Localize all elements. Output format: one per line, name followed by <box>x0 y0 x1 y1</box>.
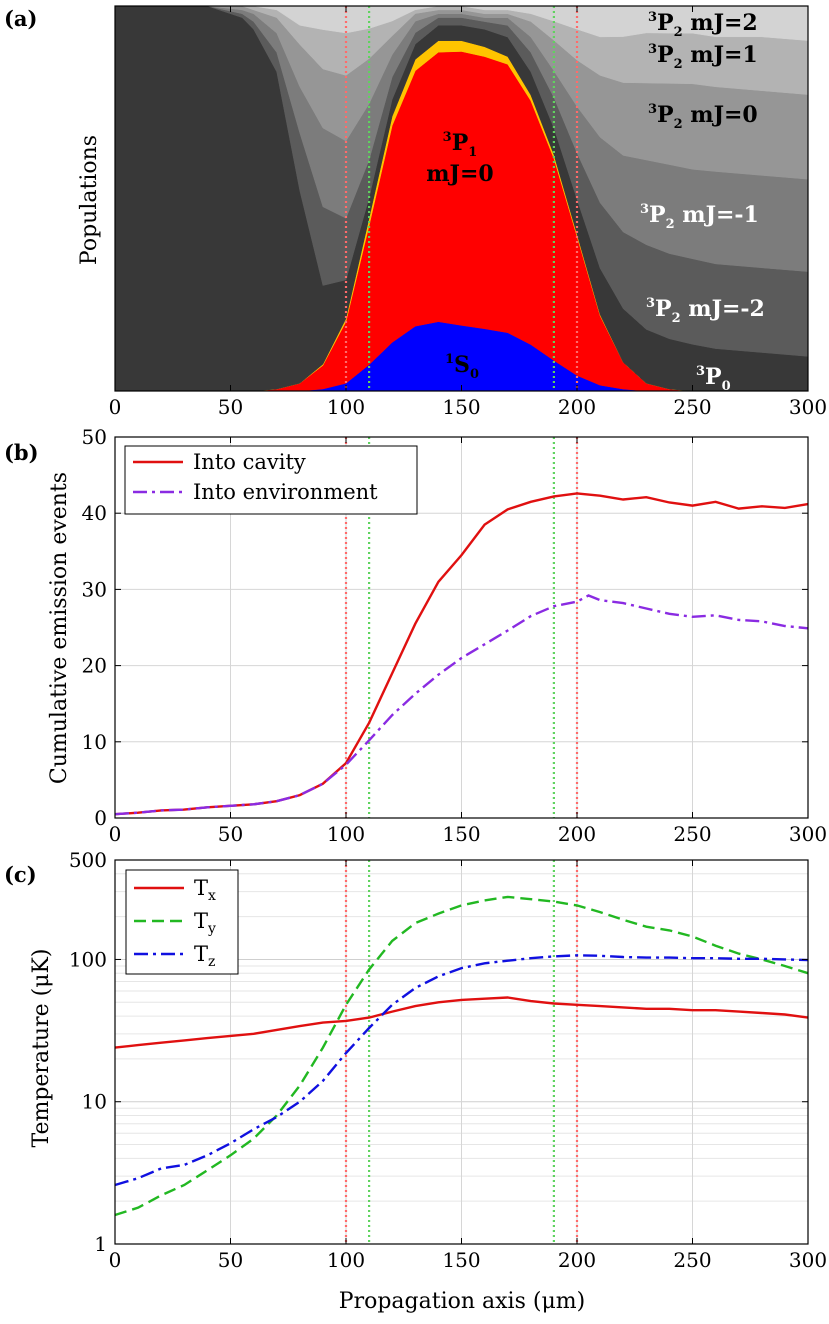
panel-b-xtick-label-1: 50 <box>218 822 243 846</box>
panel-c-ytick-label-1: 10 <box>82 1090 107 1114</box>
state-label-3p1-mj-0: 3P1 mJ=0 <box>426 130 493 187</box>
panel-b-frame <box>114 436 809 819</box>
panel-b-ytick-label-0: 0 <box>94 806 107 830</box>
panel-b-vlines <box>344 437 579 818</box>
panel-a-label: (a) <box>4 6 37 31</box>
panel-b-xtick-label-0: 0 <box>109 822 122 846</box>
panel-c-xtick-label-3: 150 <box>442 1248 480 1272</box>
panel-c-ytick-label-0: 1 <box>94 1232 107 1256</box>
panel-c-ylabel: Temperature (μK) <box>29 948 54 1147</box>
panel-b-ytick-label-1: 10 <box>82 730 107 754</box>
panel-c-xtick-label-0: 0 <box>109 1248 122 1272</box>
panel-b-xtick-label-6: 300 <box>789 822 827 846</box>
panel-a-xtick-label-2: 100 <box>327 395 365 419</box>
panel-b-ytick-label-4: 40 <box>82 501 107 525</box>
panel-c-frame <box>114 859 809 1245</box>
series-line-tz <box>114 954 809 1187</box>
panel-a-xtick-label-4: 200 <box>558 395 596 419</box>
panel-a-xtick-label-0: 0 <box>109 395 122 419</box>
panel-c-xlabel: Propagation axis (μm) <box>339 1289 585 1314</box>
legend-label-1: Ty <box>194 909 216 937</box>
panel-b-xtick-label-3: 150 <box>442 822 480 846</box>
panel-c-series <box>114 895 809 1217</box>
panel-c-legend: Tx Ty Tz <box>125 869 239 975</box>
panel-b-ytick-label-2: 20 <box>82 654 107 678</box>
state-label-3p0: 3P0 <box>696 364 731 394</box>
panel-a-areas <box>114 5 809 392</box>
panel-c-grid <box>114 859 809 1245</box>
panel-b: (b) Cumulative emission events 0 50 100 150… <box>4 425 827 846</box>
panel-c-xtick-label-4: 200 <box>558 1248 596 1272</box>
panel-a-ylabel: Populations <box>77 135 102 265</box>
state-label-3p2-mj-2: 3P2 mJ=2 <box>648 10 758 40</box>
legend-label-0: Into cavity <box>193 450 306 474</box>
panel-b-xtick-label-2: 100 <box>327 822 365 846</box>
panel-c-xtick-label-1: 50 <box>218 1248 243 1272</box>
legend-label-1: Into environment <box>193 480 378 504</box>
state-label-3p2-mj-1: 3P2 mJ=-1 <box>640 202 759 232</box>
legend-box <box>124 445 418 515</box>
panel-c-xtick-label-2: 100 <box>327 1248 365 1272</box>
series-line-tx <box>114 996 809 1049</box>
panel-b-xtick-label-5: 250 <box>673 822 711 846</box>
panel-a-xtick-label-6: 300 <box>789 395 827 419</box>
legend-label-0: Tx <box>194 876 216 904</box>
panel-b-axes: 0 50 100 150 200 250 300 0 10 20 30 40 50 <box>82 425 828 846</box>
panel-b-series <box>114 492 809 816</box>
series-line-ty <box>114 895 809 1217</box>
panel-c-axes: 0 50 100 150 200 250 300 1 10 100 500 <box>69 848 827 1272</box>
panel-c-ytick-label-2: 100 <box>69 947 107 971</box>
panel-c-label: (c) <box>4 862 37 887</box>
panel-b-ytick-label-3: 30 <box>82 577 107 601</box>
panel-a-vlines <box>344 6 579 391</box>
state-label-1s0: 1S0 <box>445 352 479 382</box>
panel-a: (a) Populations 1S0 3P1 mJ=0 3P0 3P2 mJ=-2 3P… <box>4 5 827 419</box>
panel-a-state-labels: 1S0 3P1 mJ=0 3P0 3P2 mJ=-2 3P2 mJ=-1 3P2 mJ=0 3… <box>426 10 765 394</box>
state-label-3p2-mj-0: 3P2 mJ=0 <box>648 102 758 132</box>
panel-b-ylabel: Cumulative emission events <box>47 472 72 784</box>
state-label-3p2-mj-2: 3P2 mJ=-2 <box>646 296 765 326</box>
panel-c-xtick-label-6: 300 <box>789 1248 827 1272</box>
legend-label-2: Tz <box>194 942 215 970</box>
series-line-into-environment <box>114 594 809 816</box>
panel-b-legend: Into cavity Into environment <box>124 445 418 515</box>
panel-c-ytick-label-3: 500 <box>69 848 107 872</box>
panel-b-xtick-label-4: 200 <box>558 822 596 846</box>
panel-a-axes: 0 50 100 150 200 250 300 <box>109 5 827 419</box>
panel-a-xtick-label-5: 250 <box>673 395 711 419</box>
panel-b-label: (b) <box>4 440 39 465</box>
panel-a-xtick-label-1: 50 <box>218 395 243 419</box>
panel-c-xtick-label-5: 250 <box>673 1248 711 1272</box>
state-label-3p2-mj-1: 3P2 mJ=1 <box>648 42 758 72</box>
panel-a-xtick-label-3: 150 <box>442 395 480 419</box>
panel-b-ytick-label-5: 50 <box>82 425 107 449</box>
panel-c: (c) Temperature (μK) 0 50 100 150 200 250 300 1… <box>4 848 827 1314</box>
